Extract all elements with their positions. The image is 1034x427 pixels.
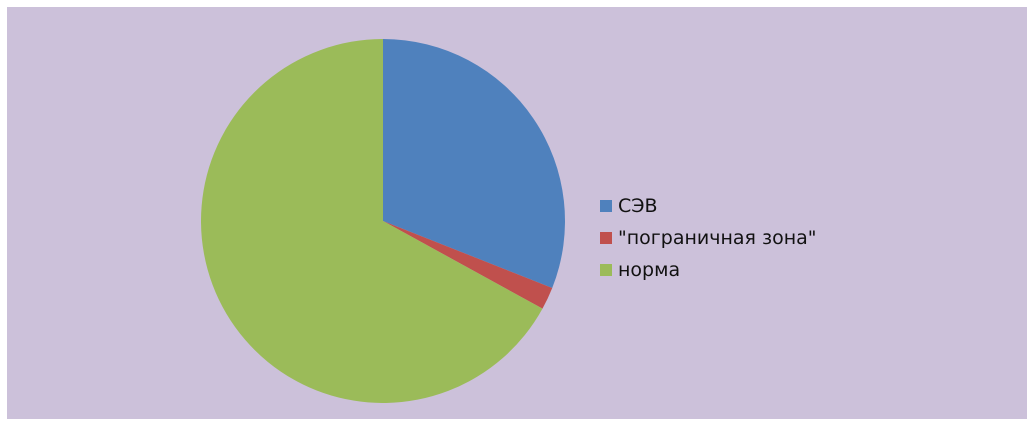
legend-label-border-zone: "пограничная зона" bbox=[618, 227, 817, 249]
legend-swatch-border-zone bbox=[600, 232, 612, 244]
legend-item-border-zone: "пограничная зона" bbox=[600, 222, 817, 254]
pie-slice-norm bbox=[201, 39, 543, 403]
pie-slice-border-zone bbox=[383, 221, 553, 309]
legend-item-norm: норма bbox=[600, 254, 817, 286]
legend-label-sev: СЭВ bbox=[618, 195, 658, 217]
pie-slice-sev bbox=[383, 39, 565, 288]
legend-swatch-sev bbox=[600, 200, 612, 212]
legend-item-sev: СЭВ bbox=[600, 190, 817, 222]
legend-swatch-norm bbox=[600, 264, 612, 276]
legend: СЭВ "пограничная зона" норма bbox=[600, 190, 817, 286]
chart-area: СЭВ "пограничная зона" норма bbox=[7, 7, 1027, 419]
legend-label-norm: норма bbox=[618, 259, 681, 281]
pie-chart bbox=[201, 39, 565, 403]
